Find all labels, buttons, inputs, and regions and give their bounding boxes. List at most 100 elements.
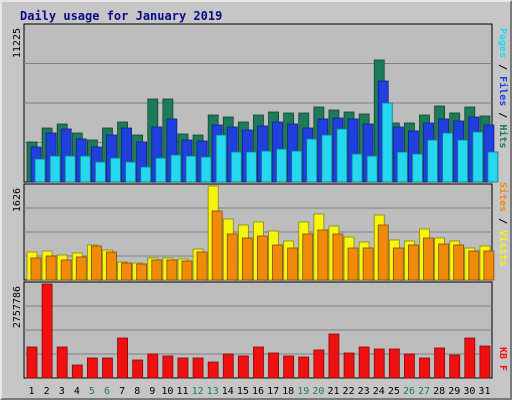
legend-kb-f: KB F	[497, 347, 508, 371]
bar-sites-day-7	[121, 262, 132, 281]
x-tick-label-day-21: 21	[327, 386, 339, 397]
x-tick-label-day-13: 13	[207, 386, 219, 397]
x-tick-label-day-2: 2	[44, 386, 50, 397]
bar-pages-day-26	[412, 153, 423, 183]
bar-sites-day-25	[392, 247, 404, 281]
bar-sites-day-21	[332, 233, 344, 281]
bar-sites-day-2	[45, 255, 57, 281]
bar-kb-f-day-29	[449, 354, 461, 379]
y-max-label: 1626	[12, 188, 23, 212]
legend-separator: /	[497, 106, 508, 124]
bar-sites-day-22	[347, 247, 359, 281]
bar-pages-day-22	[351, 153, 363, 183]
bar-pages-day-9	[155, 157, 167, 183]
x-tick-label-day-23: 23	[358, 386, 370, 397]
bar-sites-day-23	[362, 247, 374, 281]
bar-pages-day-31	[487, 151, 499, 183]
bar-pages-day-17	[276, 148, 287, 183]
bar-pages-day-11	[185, 155, 197, 183]
x-tick-label-day-16: 16	[252, 386, 264, 397]
bar-pages-day-5	[94, 161, 106, 183]
x-tick-label-day-25: 25	[388, 386, 400, 397]
bar-pages-day-16	[261, 150, 272, 183]
bar-kb-f-day-22	[343, 352, 355, 379]
x-tick-label-day-29: 29	[448, 386, 460, 397]
x-tick-label-day-31: 31	[478, 386, 490, 397]
bar-pages-day-30	[472, 131, 484, 183]
bar-kb-f-day-18	[283, 355, 295, 379]
bar-kb-f-day-14	[222, 353, 234, 379]
panel-hits_files_pages: 11225 Pages / Files / Hits	[12, 23, 509, 183]
bar-sites-day-30	[468, 250, 480, 281]
bar-pages-day-4	[79, 155, 91, 183]
x-tick-label-day-27: 27	[418, 386, 430, 397]
bar-pages-day-20	[321, 134, 333, 183]
x-tick-label-day-22: 22	[343, 386, 355, 397]
bar-sites-day-26	[408, 244, 419, 281]
bar-kb-f-day-3	[56, 346, 68, 379]
bar-sites-day-16	[257, 235, 268, 281]
y-max-label: 2757786	[12, 286, 23, 328]
x-tick-label-day-3: 3	[59, 386, 65, 397]
bar-sites-day-19	[302, 233, 314, 281]
x-tick-label-day-1: 1	[29, 386, 35, 397]
bar-sites-day-4	[75, 256, 87, 281]
bar-kb-f-day-26	[404, 353, 415, 379]
x-tick-label-day-24: 24	[373, 386, 385, 397]
bar-kb-f-day-30	[464, 337, 476, 379]
side-legend: Sites / Visits	[497, 182, 509, 266]
x-tick-label-day-5: 5	[89, 386, 95, 397]
legend-sites: Sites	[497, 182, 509, 212]
x-tick-label-day-7: 7	[119, 386, 125, 397]
bar-pages-day-14	[230, 151, 242, 183]
bar-sites-day-17	[272, 244, 283, 281]
bar-sites-day-29	[453, 244, 465, 281]
bar-kb-f-day-11	[177, 357, 189, 379]
x-tick-label-day-12: 12	[192, 386, 204, 397]
x-tick-label-day-15: 15	[237, 386, 249, 397]
bar-kb-f-day-8	[132, 359, 144, 379]
bar-sites-day-8	[136, 263, 148, 281]
bar-kb-f-day-21	[328, 333, 340, 379]
x-tick-label-day-8: 8	[134, 386, 140, 397]
panel-visits_sites: 1626 Sites / Visits	[12, 182, 509, 281]
bar-kb-f-day-7	[117, 337, 128, 379]
y-max-label: 11225	[12, 28, 23, 58]
bar-kb-f-day-6	[102, 357, 113, 379]
x-tick-label-day-18: 18	[282, 386, 294, 397]
bar-pages-day-18	[291, 150, 303, 183]
x-tick-label-day-30: 30	[463, 386, 475, 397]
x-tick-label-day-20: 20	[312, 386, 324, 397]
bar-kb-f-day-31	[479, 345, 491, 379]
bar-kb-f-day-16	[253, 346, 264, 379]
bar-sites-day-27	[423, 237, 434, 281]
bar-sites-day-24	[377, 224, 389, 281]
bar-kb-f-day-10	[162, 355, 174, 379]
bar-sites-day-6	[106, 251, 117, 281]
bar-kb-f-day-15	[237, 355, 249, 379]
x-tick-label-day-28: 28	[433, 386, 445, 397]
bar-pages-day-28	[442, 132, 454, 183]
bar-kb-f-day-2	[41, 283, 53, 379]
bar-kb-f-day-17	[268, 352, 279, 379]
bar-kb-f-day-13	[207, 361, 219, 379]
bar-sites-day-9	[151, 259, 163, 281]
bar-kb-f-day-12	[192, 357, 204, 379]
bar-pages-day-12	[200, 156, 212, 183]
x-tick-label-day-17: 17	[267, 386, 279, 397]
x-tick-label-day-14: 14	[222, 386, 234, 397]
bar-sites-day-13	[211, 210, 223, 281]
legend-visits: Visits	[497, 230, 509, 266]
bar-pages-day-2	[49, 155, 61, 183]
bar-pages-day-27	[427, 139, 438, 183]
x-tick-label-day-6: 6	[104, 386, 110, 397]
bar-kb-f-day-25	[388, 348, 400, 379]
bar-pages-day-7	[125, 161, 136, 183]
bar-kb-f-day-1	[26, 346, 38, 379]
bar-sites-day-5	[90, 245, 102, 281]
legend-files: Files	[497, 76, 509, 106]
bar-pages-day-8	[140, 166, 152, 183]
bar-pages-day-19	[306, 138, 318, 183]
bar-pages-day-29	[457, 139, 469, 183]
